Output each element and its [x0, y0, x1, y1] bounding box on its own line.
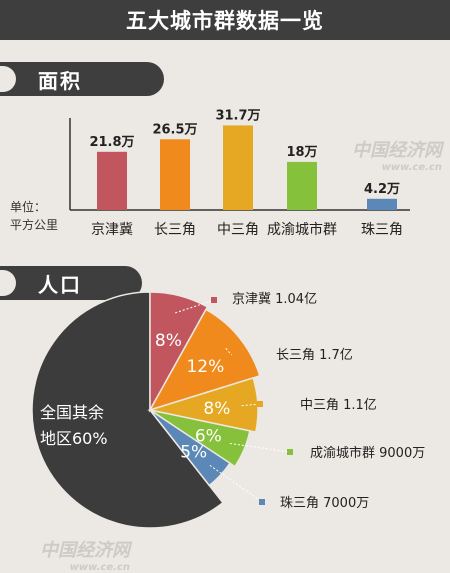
bar-category-label: 中三角: [217, 222, 259, 238]
bar-value-label: 31.7万: [215, 108, 260, 123]
bar-category-label: 珠三角: [361, 222, 403, 238]
bar-value-label: 26.5万: [152, 122, 197, 137]
callout-marker: [259, 499, 265, 505]
unit-note: 单位： 平方公里: [10, 198, 58, 234]
header-pill-decoration: [0, 270, 16, 296]
pie-percent-label: 8%: [155, 331, 182, 351]
bar-中三角: [223, 125, 253, 210]
watermark-top: 中国经济网 www.ce.cn: [352, 136, 442, 173]
pie-slice-珠三角: [149, 409, 231, 487]
callout-label-长三角: 长三角 1.7亿: [276, 348, 353, 363]
callout-label-珠三角: 珠三角 7000万: [280, 496, 370, 511]
callout-marker: [287, 449, 293, 455]
unit-note-line1: 单位：: [10, 200, 47, 214]
header-pill-decoration: [0, 66, 16, 92]
pie-rest-label: 全国其余 地区60%: [40, 400, 150, 452]
section-header-population: 人口: [0, 266, 142, 300]
bar-category-label: 成渝城市群: [267, 221, 337, 238]
section-label-population: 人口: [38, 272, 82, 297]
pie-slice-京津冀: [149, 291, 209, 413]
page-title: 五大城市群数据一览: [0, 0, 450, 40]
bar-长三角: [160, 139, 190, 210]
callout-leader: [209, 464, 263, 503]
bar-京津冀: [97, 151, 127, 210]
callout-leader: [175, 299, 215, 314]
callout-marker: [257, 401, 263, 407]
callout-marker: [231, 355, 237, 361]
pie-percent-label: 6%: [195, 426, 222, 446]
bar-成渝城市群: [287, 161, 317, 210]
bar-category-label: 京津冀: [91, 222, 133, 238]
watermark-bottom: 中国经济网 www.ce.cn: [40, 536, 130, 573]
section-header-area: 面积: [0, 62, 164, 96]
callout-label-京津冀: 京津冀 1.04亿: [232, 292, 318, 307]
pie-rest-label-line2: 地区60%: [40, 429, 108, 448]
section-label-area: 面积: [38, 68, 82, 93]
bar-value-label: 18万: [286, 145, 317, 160]
callout-label-中三角: 中三角 1.1亿: [300, 398, 377, 413]
watermark-text: 中国经济网: [40, 540, 130, 561]
pie-rest-label-line1: 全国其余: [40, 403, 105, 422]
bar-value-label: 21.8万: [89, 135, 134, 150]
pie-slice-成渝城市群: [149, 409, 251, 468]
pie-percent-label: 8%: [203, 399, 230, 419]
bar-category-label: 长三角: [154, 222, 196, 238]
callout-marker: [211, 297, 217, 303]
bar-珠三角: [367, 198, 397, 210]
pie-slice-rest: [31, 291, 224, 529]
pie-slice-长三角: [148, 308, 261, 412]
pie-percent-label: 5%: [180, 442, 207, 462]
unit-note-line2: 平方公里: [10, 218, 59, 232]
watermark-url: www.ce.cn: [381, 162, 442, 173]
pie-percent-label: 12%: [186, 357, 224, 377]
watermark-text: 中国经济网: [352, 140, 442, 161]
callout-label-成渝城市群: 成渝城市群 9000万: [310, 446, 426, 461]
bar-value-label: 4.2万: [364, 182, 400, 197]
callout-leader: [241, 403, 261, 407]
